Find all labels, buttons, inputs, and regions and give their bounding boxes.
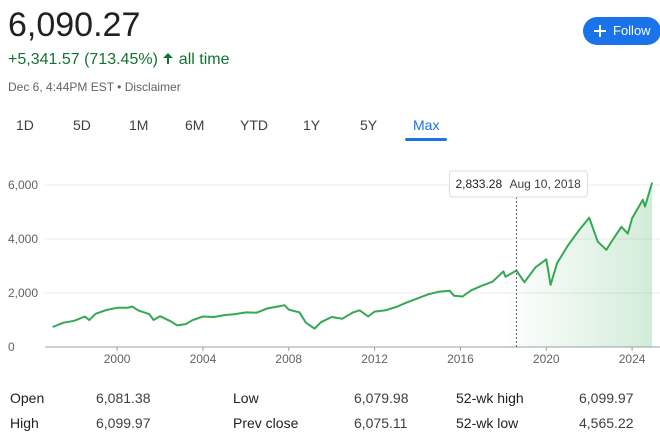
tooltip-value: 2,833.28: [455, 177, 502, 191]
tab[interactable]: 5Y: [360, 117, 378, 133]
change: +5,341.57 (713.45%): [8, 51, 158, 68]
stat-value: 6,081.38: [96, 390, 151, 406]
chart: 0 2,000 4,000 6,000 2000 2004 2008 2012 2016 2020…: [8, 170, 660, 366]
area: [52, 182, 653, 347]
stat-label: 52-wk low: [456, 415, 519, 431]
follow-label: Follow: [613, 23, 651, 38]
disclaimer[interactable]: Disclaimer: [124, 80, 181, 94]
stat-value: 6,099.97: [579, 390, 634, 406]
price-line: [52, 182, 654, 330]
x-tick-label: 2024: [619, 352, 646, 366]
stat-value: 6,079.98: [354, 390, 409, 406]
timestamp-line: Dec 6, 4:44PM EST • Disclaimer: [8, 80, 181, 94]
timestamp: Dec 6, 4:44PM EST: [8, 80, 114, 94]
x-tick-label: 2020: [533, 352, 560, 366]
period: all time: [178, 51, 230, 68]
y-tick-label: 2,000: [8, 286, 38, 300]
y-tick-label: 0: [8, 340, 15, 354]
x-tick-label: 2008: [275, 352, 302, 366]
price: 6,090.27: [8, 6, 141, 44]
x-tick-label: 2004: [190, 352, 217, 366]
stat-label: Low: [233, 390, 259, 406]
x-tick-label: 2012: [361, 352, 388, 366]
stat-label: High: [10, 415, 39, 431]
y-tick-label: 4,000: [8, 232, 38, 246]
tab[interactable]: YTD: [240, 117, 268, 133]
stat-label: Open: [10, 390, 45, 406]
stat-value: 6,099.97: [96, 415, 151, 431]
follow-button[interactable]: Follow: [583, 17, 660, 45]
change-line: +5,341.57 (713.45%) all time: [8, 51, 229, 69]
tab[interactable]: 1D: [16, 117, 34, 133]
stat-value: 6,075.11: [354, 415, 408, 431]
stat-label: Prev close: [233, 415, 299, 431]
tab[interactable]: 1M: [129, 117, 149, 133]
tooltip-date: Aug 10, 2018: [509, 177, 581, 191]
tab[interactable]: Max: [413, 117, 440, 133]
stat-label: 52-wk high: [456, 390, 524, 406]
tooltip-box: [448, 170, 588, 198]
separator: •: [117, 80, 122, 94]
tab-underline: [405, 138, 447, 141]
plus-icon: [594, 25, 606, 37]
tab[interactable]: 6M: [185, 117, 205, 133]
x-tick-label: 2000: [104, 352, 131, 366]
y-tick-label: 6,000: [8, 178, 38, 192]
tab[interactable]: 1Y: [303, 117, 321, 133]
tab[interactable]: 5D: [73, 117, 91, 133]
stat-value: 4,565.22: [579, 415, 634, 431]
up-arrow: [163, 53, 174, 64]
x-tick-label: 2016: [447, 352, 474, 366]
